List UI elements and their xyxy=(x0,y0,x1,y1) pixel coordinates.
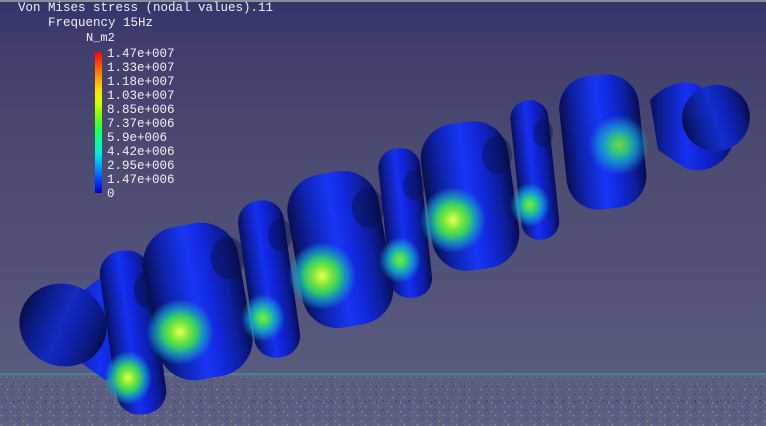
svg-text:7.37e+006: 7.37e+006 xyxy=(107,117,175,131)
svg-text:1.03e+007: 1.03e+007 xyxy=(107,89,175,103)
svg-text:0: 0 xyxy=(107,187,115,201)
svg-text:8.85e+006: 8.85e+006 xyxy=(107,103,175,117)
svg-text:Frequency 15Hz: Frequency 15Hz xyxy=(48,16,153,30)
svg-text:4.42e+006: 4.42e+006 xyxy=(107,145,175,159)
svg-text:1.18e+007: 1.18e+007 xyxy=(107,75,175,89)
svg-text:1.33e+007: 1.33e+007 xyxy=(107,61,175,75)
svg-text:5.9e+006: 5.9e+006 xyxy=(107,131,167,145)
svg-text:Von Mises stress (nodal values: Von Mises stress (nodal values).11 xyxy=(18,1,273,15)
svg-text:1.47e+007: 1.47e+007 xyxy=(107,47,175,61)
svg-text:2.95e+006: 2.95e+006 xyxy=(107,159,175,173)
svg-text:N_m2: N_m2 xyxy=(86,31,115,45)
svg-text:1.47e+006: 1.47e+006 xyxy=(107,173,175,187)
